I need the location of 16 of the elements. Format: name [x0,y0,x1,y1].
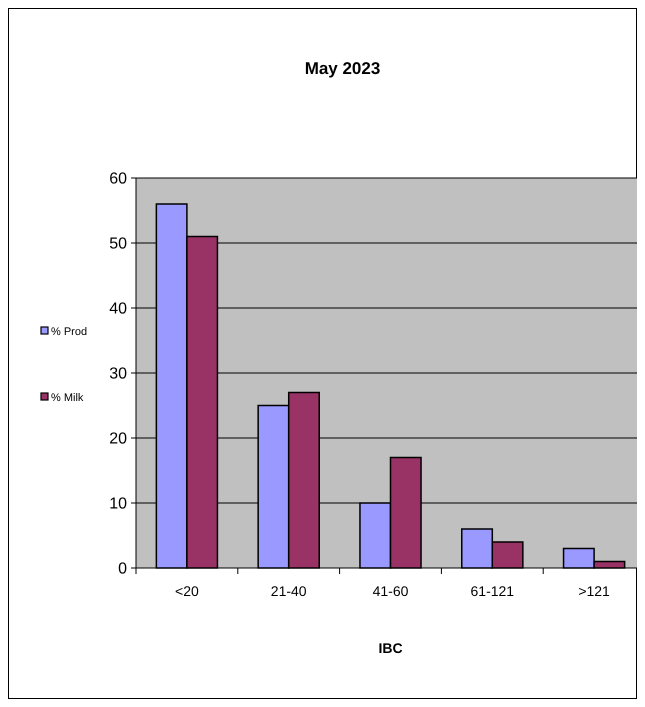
y-tick-label: 60 [109,170,128,188]
y-tick-label: 40 [109,300,128,318]
legend-label: % Milk [51,392,84,404]
legend-label: % Prod [51,326,88,338]
y-tick-label: 30 [109,366,128,383]
x-tick-label: <20 [175,583,199,599]
x-tick-label: >121 [578,583,610,599]
y-tick-label: 20 [109,430,128,448]
x-axis-title: IBC [378,640,403,656]
x-tick-label: 41-60 [372,583,409,599]
y-tick-label: 10 [109,496,128,513]
chart-title: May 2023 [304,59,380,78]
y-tick-label: 50 [109,236,128,253]
x-tick-label: 61-121 [470,583,514,599]
x-tick-label: 21-40 [270,583,307,599]
y-tick-label: 0 [118,560,128,578]
